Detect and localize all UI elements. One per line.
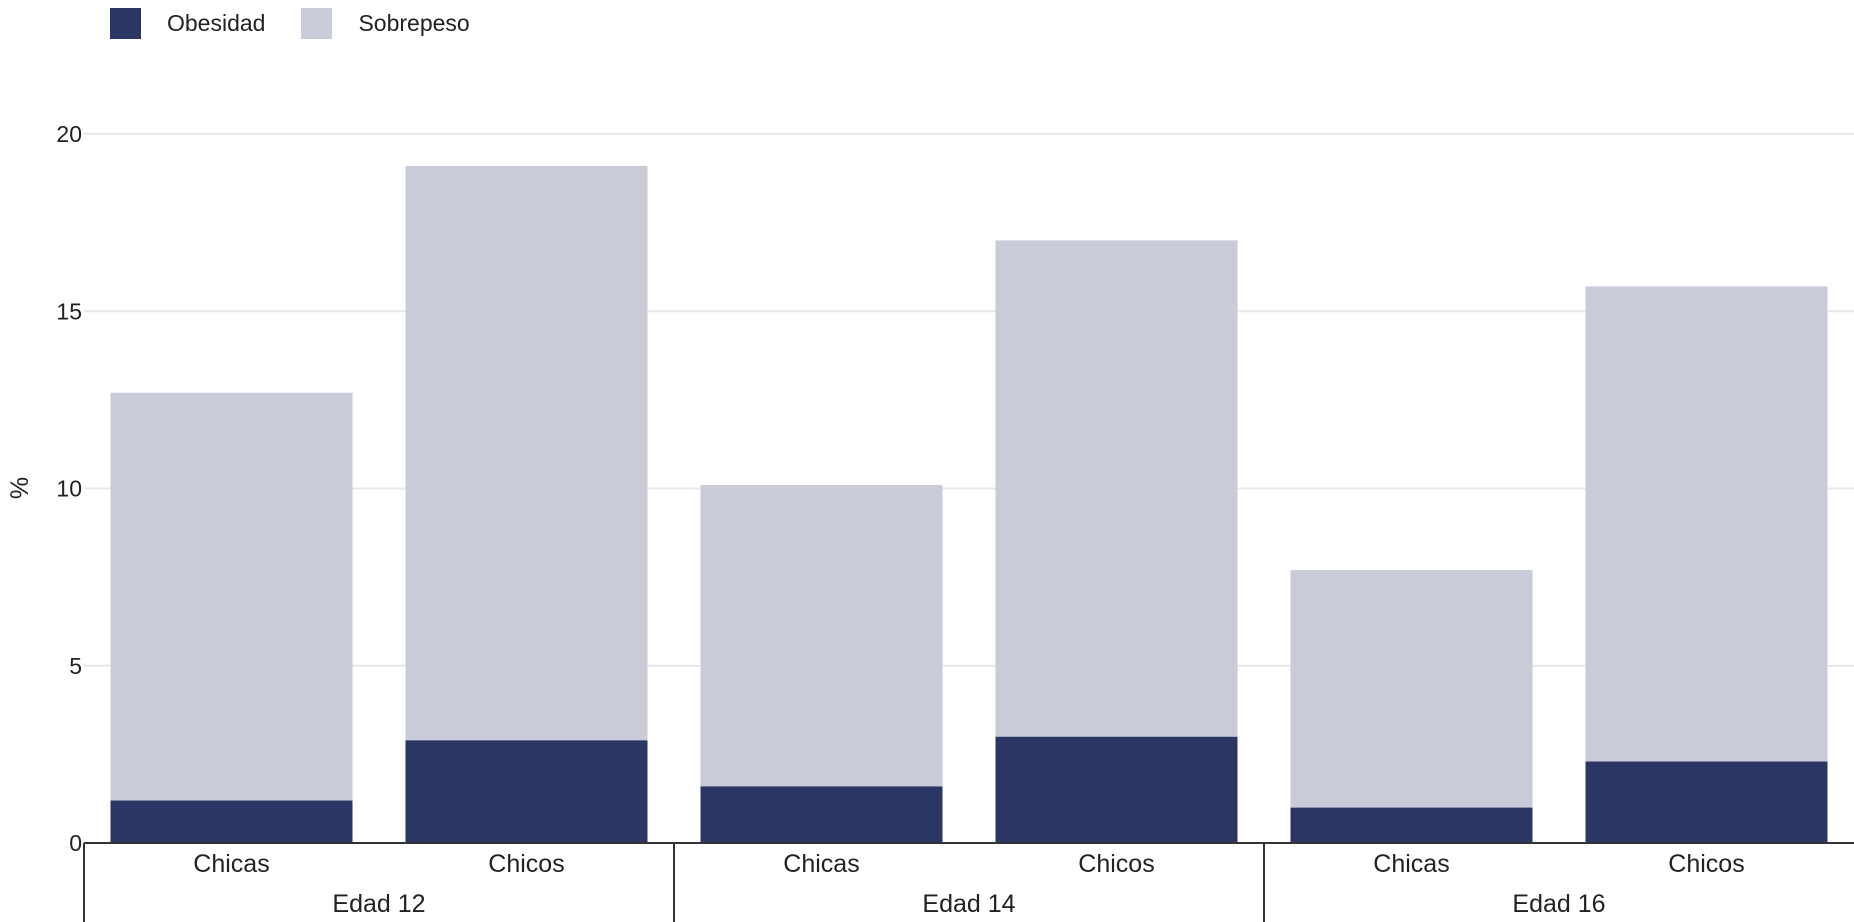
bar-obesidad-4 (995, 736, 1238, 843)
y-tick-label-10: 10 (56, 476, 82, 502)
x-category-label-6: Chicos (1668, 850, 1744, 878)
legend-item-sobrepeso[interactable]: Sobrepeso (301, 8, 470, 39)
x-category-label-4: Chicos (1078, 850, 1154, 878)
legend-swatch-sobrepeso (301, 8, 333, 39)
y-axis-label: % (6, 477, 34, 499)
bar-sobrepeso-3 (700, 484, 943, 787)
bars (110, 165, 1828, 843)
bar-obesidad-3 (700, 786, 943, 843)
x-category-label-3: Chicas (783, 850, 859, 878)
y-tick-label-0: 0 (69, 830, 82, 856)
bar-sobrepeso-5 (1290, 570, 1533, 808)
bar-obesidad-2 (405, 740, 648, 843)
x-category-label-1: Chicas (193, 850, 269, 878)
legend-label-sobrepeso: Sobrepeso (358, 10, 470, 36)
legend-item-obesidad[interactable]: Obesidad (110, 8, 265, 39)
y-tick-label-5: 5 (69, 653, 82, 679)
x-group-label-3: Edad 16 (1512, 890, 1605, 918)
x-group-label-2: Edad 14 (922, 890, 1015, 918)
gridlines (84, 133, 1854, 667)
y-tick-label-20: 20 (56, 121, 82, 147)
bar-sobrepeso-2 (405, 165, 648, 741)
x-category-label-2: Chicos (488, 850, 564, 878)
legend-swatch-obesidad (110, 8, 141, 39)
axes: 0 5 10 15 20 Chicas Chicos Chicas Chicos Chicas Ch… (56, 121, 1854, 922)
bar-obesidad-5 (1290, 807, 1533, 843)
bar-sobrepeso-4 (995, 240, 1238, 737)
legend-label-obesidad: Obesidad (167, 10, 266, 36)
bar-sobrepeso-1 (110, 392, 353, 801)
bar-obesidad-1 (110, 800, 353, 843)
y-tick-label-15: 15 (56, 298, 82, 324)
legend: Obesidad Sobrepeso (110, 8, 506, 39)
x-group-label-1: Edad 12 (332, 890, 425, 918)
bar-obesidad-6 (1585, 761, 1828, 843)
x-category-label-5: Chicas (1373, 850, 1449, 878)
bar-sobrepeso-6 (1585, 286, 1828, 762)
